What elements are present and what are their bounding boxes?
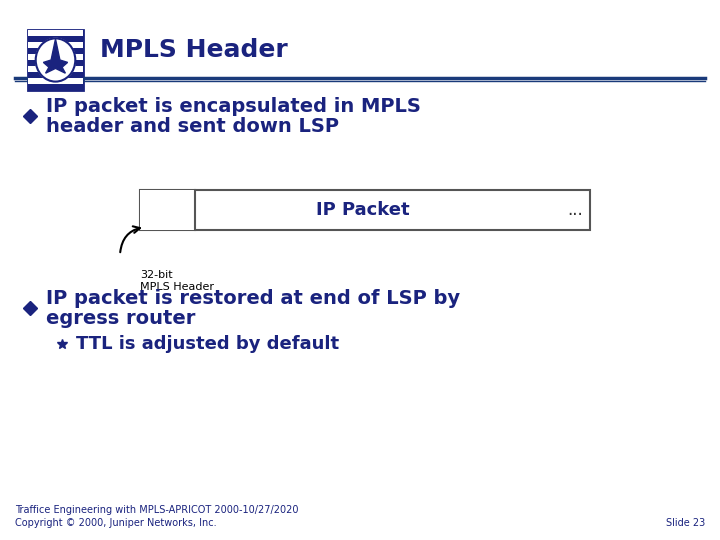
Bar: [28, 84, 83, 90]
Bar: [28, 78, 83, 84]
Text: Slide 23: Slide 23: [666, 518, 705, 528]
Bar: [28, 54, 83, 60]
Bar: [28, 48, 83, 54]
Bar: [140, 190, 590, 230]
Text: header and sent down LSP: header and sent down LSP: [46, 117, 339, 136]
Text: 32-bit
MPLS Header: 32-bit MPLS Header: [140, 270, 214, 292]
Ellipse shape: [36, 38, 76, 82]
Bar: [28, 72, 83, 78]
Bar: [28, 42, 83, 48]
Text: ...: ...: [567, 201, 583, 219]
Text: IP packet is encapsulated in MPLS: IP packet is encapsulated in MPLS: [46, 97, 421, 116]
Bar: [140, 190, 195, 230]
Bar: [28, 30, 83, 90]
Text: IP Packet: IP Packet: [315, 201, 409, 219]
Text: Traffice Engineering with MPLS-APRICOT 2000-10/27/2020
Copyright © 2000, Juniper: Traffice Engineering with MPLS-APRICOT 2…: [15, 505, 299, 528]
Text: IP packet is restored at end of LSP by: IP packet is restored at end of LSP by: [46, 288, 460, 307]
Bar: [28, 60, 83, 66]
Text: TTL is adjusted by default: TTL is adjusted by default: [76, 335, 339, 353]
Bar: [28, 30, 83, 36]
Text: MPLS Header: MPLS Header: [100, 38, 288, 62]
Text: egress router: egress router: [46, 308, 195, 327]
FancyArrowPatch shape: [120, 226, 140, 252]
Bar: [28, 36, 83, 42]
Polygon shape: [43, 39, 68, 73]
Bar: [28, 66, 83, 72]
